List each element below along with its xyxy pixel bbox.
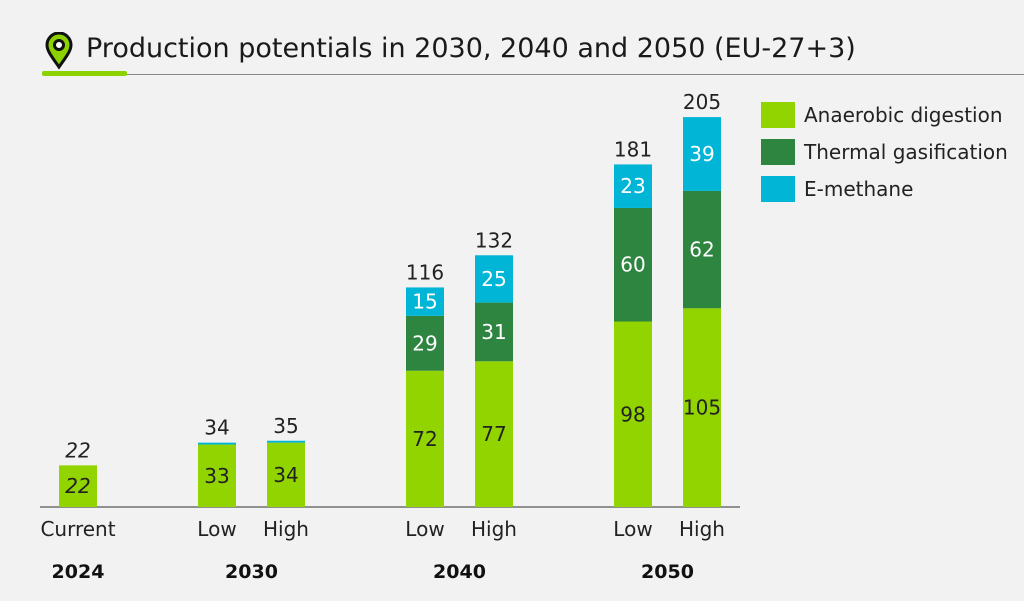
total-label: 132 — [475, 228, 513, 252]
legend-swatch — [761, 139, 795, 165]
data-label: 34 — [273, 463, 298, 487]
x-tick-label: Low — [405, 517, 444, 541]
x-tick-label: Current — [40, 517, 115, 541]
legend-item-anaerobic-digestion: Anaerobic digestion — [761, 102, 1003, 128]
legend-swatch — [761, 176, 795, 202]
data-label: 23 — [620, 174, 645, 198]
legend-swatch — [761, 102, 795, 128]
data-label: 39 — [689, 142, 714, 166]
data-label: 25 — [481, 267, 506, 291]
data-label: 60 — [620, 253, 645, 277]
bar-segment-anaerobic-digestion — [683, 308, 721, 507]
legend-item-e-methane: E-methane — [761, 176, 913, 202]
x-tick-label: Low — [613, 517, 652, 541]
x-tick-label: High — [263, 517, 309, 541]
bar-segment-anaerobic-digestion — [614, 321, 652, 507]
bar-segment-e-methane — [406, 287, 444, 316]
bar-segment-e-methane — [267, 440, 305, 443]
title-accent-bar — [42, 71, 127, 76]
group-label: 2040 — [433, 561, 486, 583]
data-label: 105 — [683, 396, 721, 420]
bar-segment-anaerobic-digestion — [406, 370, 444, 507]
x-tick-label: Low — [197, 517, 236, 541]
group-label: 2024 — [52, 561, 105, 583]
bar-segment-anaerobic-digestion — [59, 465, 97, 507]
bar-segment-e-methane — [475, 255, 513, 303]
data-label: 15 — [412, 290, 437, 314]
legend-label: E-methane — [804, 177, 914, 201]
legend-item-thermal-gasification: Thermal gasification — [761, 139, 1008, 165]
bar-segment-thermal-gasification — [683, 190, 721, 309]
chart-title: Production potentials in 2030, 2040 and … — [86, 33, 856, 64]
total-label: 34 — [204, 416, 229, 440]
data-label: 29 — [412, 331, 437, 355]
data-label: 22 — [65, 474, 90, 498]
data-label: 31 — [481, 320, 506, 344]
legend-label: Thermal gasification — [804, 140, 1008, 164]
group-label: 2050 — [641, 561, 694, 583]
legend-label: Anaerobic digestion — [804, 103, 1003, 127]
title-divider — [42, 74, 1024, 75]
x-tick-label: High — [679, 517, 725, 541]
bar-segment-anaerobic-digestion — [267, 442, 305, 507]
x-tick-label: High — [471, 517, 517, 541]
total-label: 35 — [273, 414, 298, 438]
total-label: 116 — [406, 260, 444, 284]
bar-segment-thermal-gasification — [614, 207, 652, 322]
bar-segment-e-methane — [614, 164, 652, 208]
bar-segment-thermal-gasification — [475, 302, 513, 362]
group-label: 2030 — [225, 561, 278, 583]
data-label: 72 — [412, 427, 437, 451]
bar-segment-e-methane — [198, 442, 236, 445]
total-label: 22 — [65, 438, 90, 462]
bar-segment-anaerobic-digestion — [475, 361, 513, 507]
data-label: 62 — [689, 238, 714, 262]
map-pin-icon — [44, 31, 74, 74]
total-label: 181 — [614, 137, 652, 161]
bar-segment-e-methane — [683, 117, 721, 191]
data-label: 98 — [620, 402, 645, 426]
total-label: 205 — [683, 90, 721, 114]
bar-segment-thermal-gasification — [406, 315, 444, 371]
data-label: 33 — [204, 464, 229, 488]
data-label: 77 — [481, 422, 506, 446]
bar-segment-anaerobic-digestion — [198, 444, 236, 507]
